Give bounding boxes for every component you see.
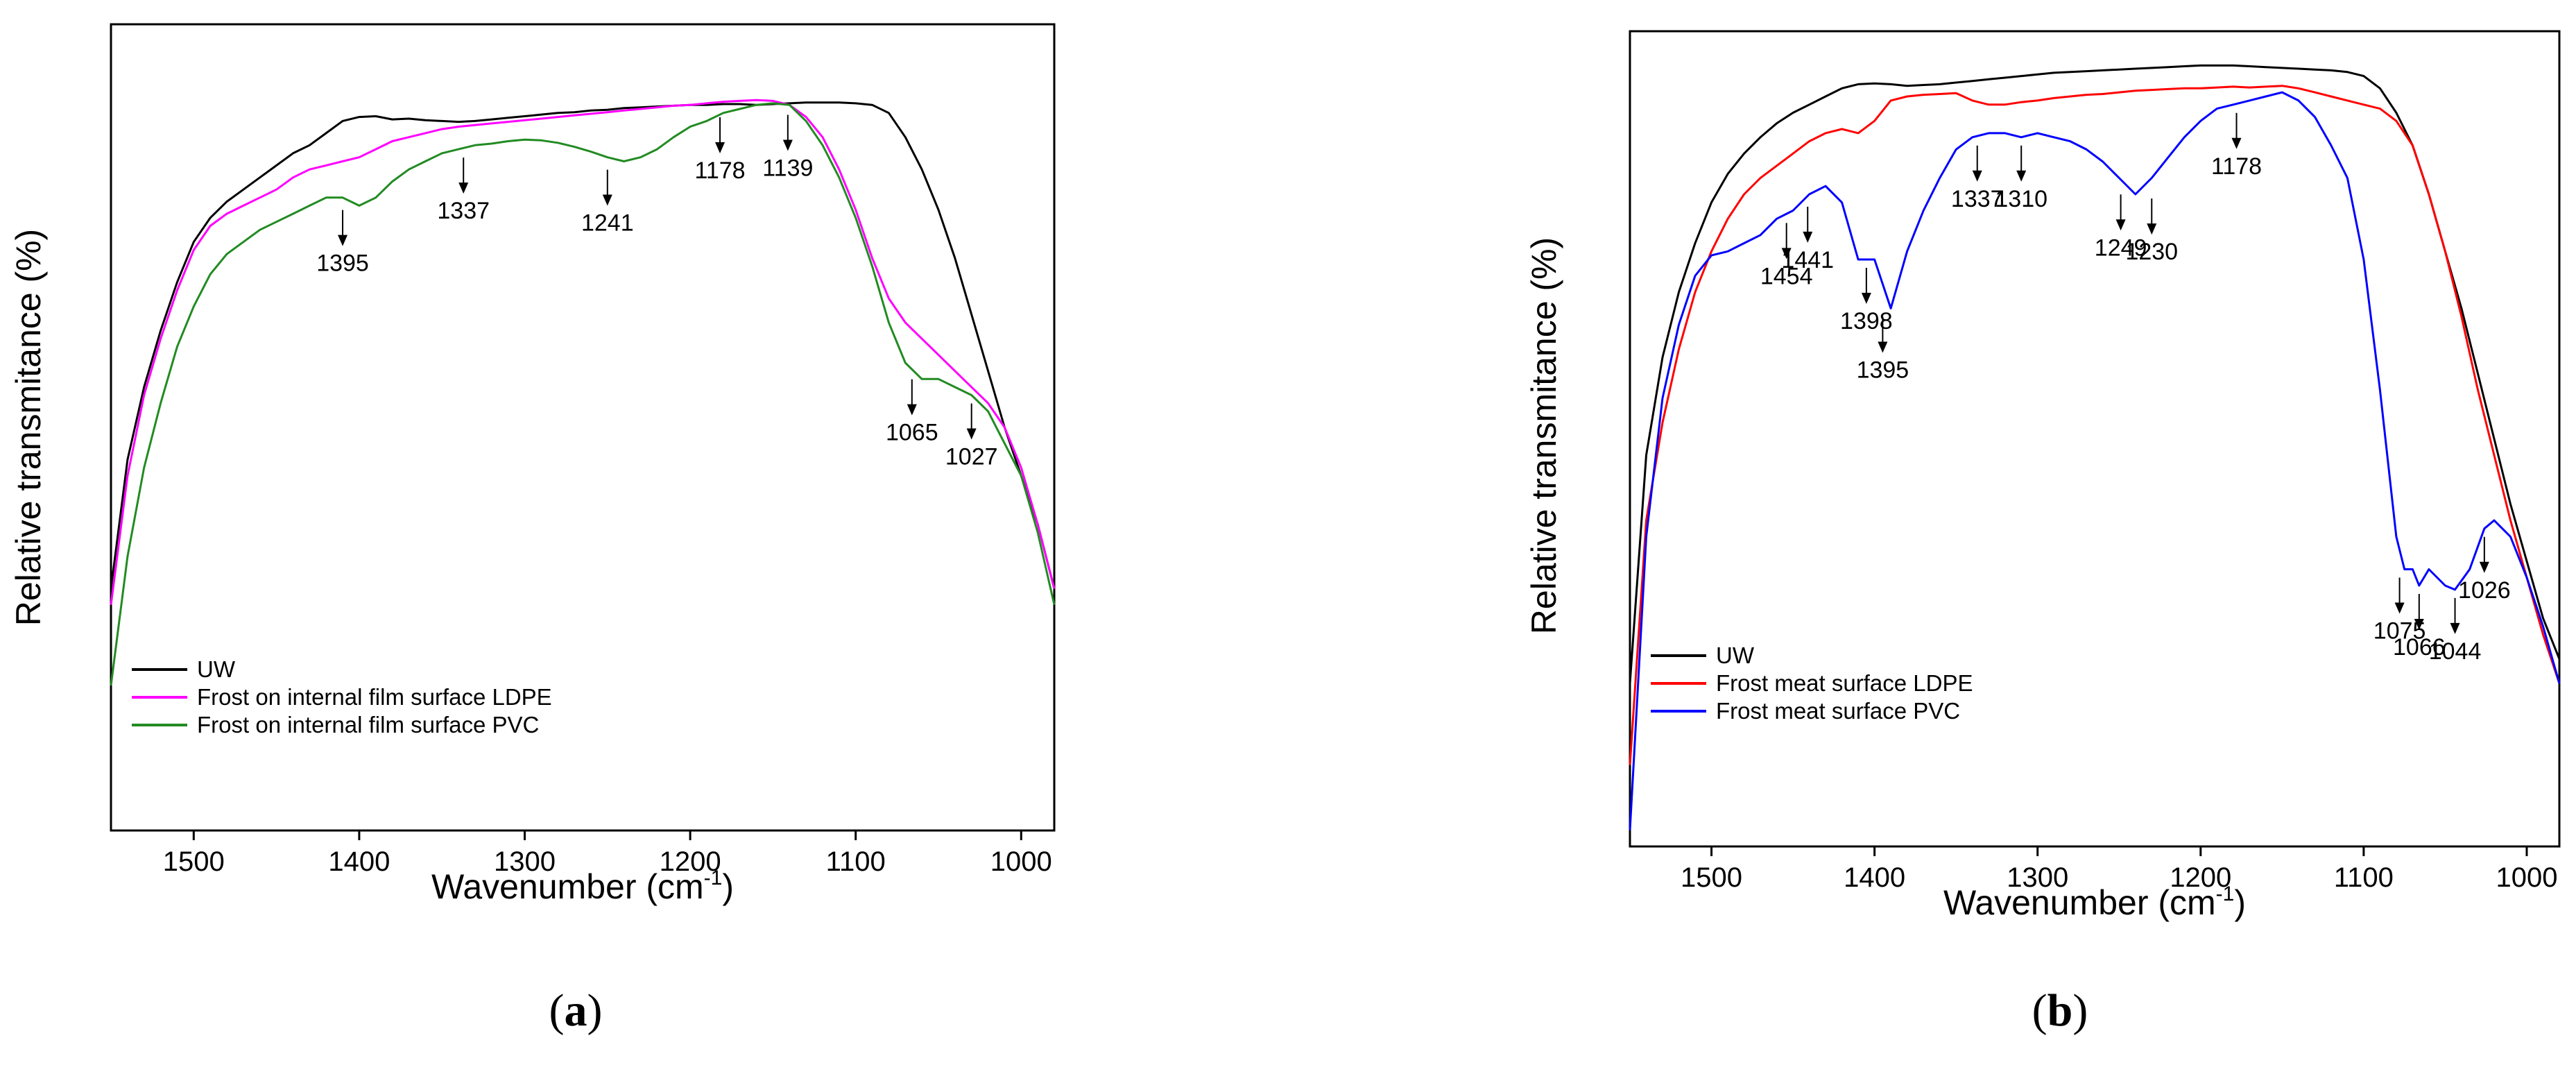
x-tick-label: 1200 (660, 846, 721, 877)
annotation-arrow-head (2147, 223, 2157, 235)
annotation-arrow-head (2115, 219, 2126, 231)
annotation-label: 1044 (2429, 638, 2482, 665)
annotation-arrow-head (782, 139, 793, 151)
panel-b-x-axis-title: Wavenumber (cm-1) (1943, 883, 2246, 922)
x-tick-label: 1000 (2496, 862, 2557, 893)
legend-label: Frost on internal film surface PVC (197, 712, 539, 738)
x-tick-label: 1400 (328, 846, 390, 877)
annotation-label: 1230 (2125, 239, 2178, 265)
annotation-label: 1065 (886, 420, 938, 446)
panel-b-y-axis-title: Relative transmitance (%) (1525, 237, 1563, 634)
panel-a-x-ticks: 1500 1400 1300 1200 1100 1000 (163, 830, 1052, 877)
x-tick-label: 1100 (826, 846, 886, 877)
x-tick-label: 1300 (494, 846, 556, 877)
annotation-label: 1249 (2095, 235, 2147, 261)
legend-label: UW (197, 656, 236, 682)
x-tick-label: 1400 (1844, 862, 1905, 893)
annotation-arrow-head (602, 194, 612, 206)
annotation-arrow-head (966, 428, 977, 440)
annotation-label: 1027 (945, 444, 998, 470)
panel-a-series-lines (110, 99, 1056, 685)
series-line (1629, 91, 2561, 830)
panel-b-annotations: 1454144113981395133713101249123011781075… (1760, 112, 2511, 665)
annotation-arrow-head (715, 142, 725, 154)
annotation-arrow-head (907, 404, 917, 416)
panel-a-label: (a) (549, 985, 603, 1036)
annotation-label: 1178 (694, 157, 745, 184)
panel-a-chart: 1500 1400 1300 1200 1100 1000 1395 1337 1241 117… (9, 23, 1056, 1036)
annotation-label: 1139 (762, 155, 813, 182)
annotation-arrow-head (338, 235, 348, 246)
series-line (1629, 64, 2561, 684)
annotation-label: 1337 (437, 198, 490, 224)
annotation-arrow-head (1878, 341, 1888, 353)
annotation-arrow-head (2479, 561, 2489, 573)
annotation-arrow-head (2450, 622, 2460, 634)
legend-label: UW (1716, 642, 1755, 668)
annotation-arrow-head (1861, 293, 1871, 304)
x-tick-label: 1000 (990, 846, 1052, 877)
x-tick-label: 1500 (163, 846, 225, 877)
annotation-arrow-head (2231, 137, 2242, 149)
annotation-label: 1066 (2393, 634, 2446, 661)
series-line (1629, 85, 2561, 765)
annotation-label: 1395 (1857, 357, 1909, 384)
annotation-arrow-head (458, 182, 469, 194)
annotation-label: 1337 (1951, 186, 2004, 212)
annotation-label: 1026 (2458, 577, 2511, 604)
panel-b-plot-frame (1629, 30, 2561, 848)
annotation-label: 1441 (1781, 247, 1834, 273)
annotation-label: 1395 (316, 250, 369, 277)
x-tick-label: 1100 (2334, 862, 2394, 893)
series-line (110, 99, 1056, 605)
annotation-arrow-head (1781, 248, 1792, 259)
panel-a-plot-frame (110, 23, 1056, 832)
annotation-label: 1310 (1995, 186, 2047, 212)
x-tick-label: 1200 (2170, 862, 2231, 893)
annotation-arrow-head (1803, 231, 1813, 243)
x-tick-label: 1300 (2007, 862, 2068, 893)
panel-b-x-ticks: 1500 1400 1300 1200 1100 1000 (1681, 846, 2557, 893)
annotation-label: 1241 (581, 210, 634, 237)
x-tick-label: 1500 (1681, 862, 1742, 893)
series-line (110, 101, 1056, 589)
panel-a-annotations: 1395 1337 1241 1178 1139 1065 1027 (316, 114, 998, 470)
annotation-label: 1178 (2211, 153, 2262, 180)
annotation-arrow-head (2414, 619, 2424, 630)
panel-b-label: (b) (2032, 985, 2088, 1036)
annotation-arrow-head (2016, 170, 2027, 182)
legend-label: Frost on internal film surface LDPE (197, 684, 552, 710)
legend-label: Frost meat surface LDPE (1716, 670, 1973, 696)
annotation-arrow-head (1972, 170, 1982, 182)
annotation-label: 1398 (1840, 308, 1893, 334)
panel-a-y-axis-title: Relative transmitance (%) (9, 229, 48, 626)
series-line (110, 102, 1056, 685)
panel-b-series-lines (1629, 64, 2561, 830)
annotation-arrow-head (2394, 602, 2405, 614)
legend-label: Frost meat surface PVC (1716, 698, 1960, 724)
panel-a-x-axis-title: Wavenumber (cm-1) (431, 867, 734, 906)
annotation-label: 1454 (1760, 263, 1813, 289)
